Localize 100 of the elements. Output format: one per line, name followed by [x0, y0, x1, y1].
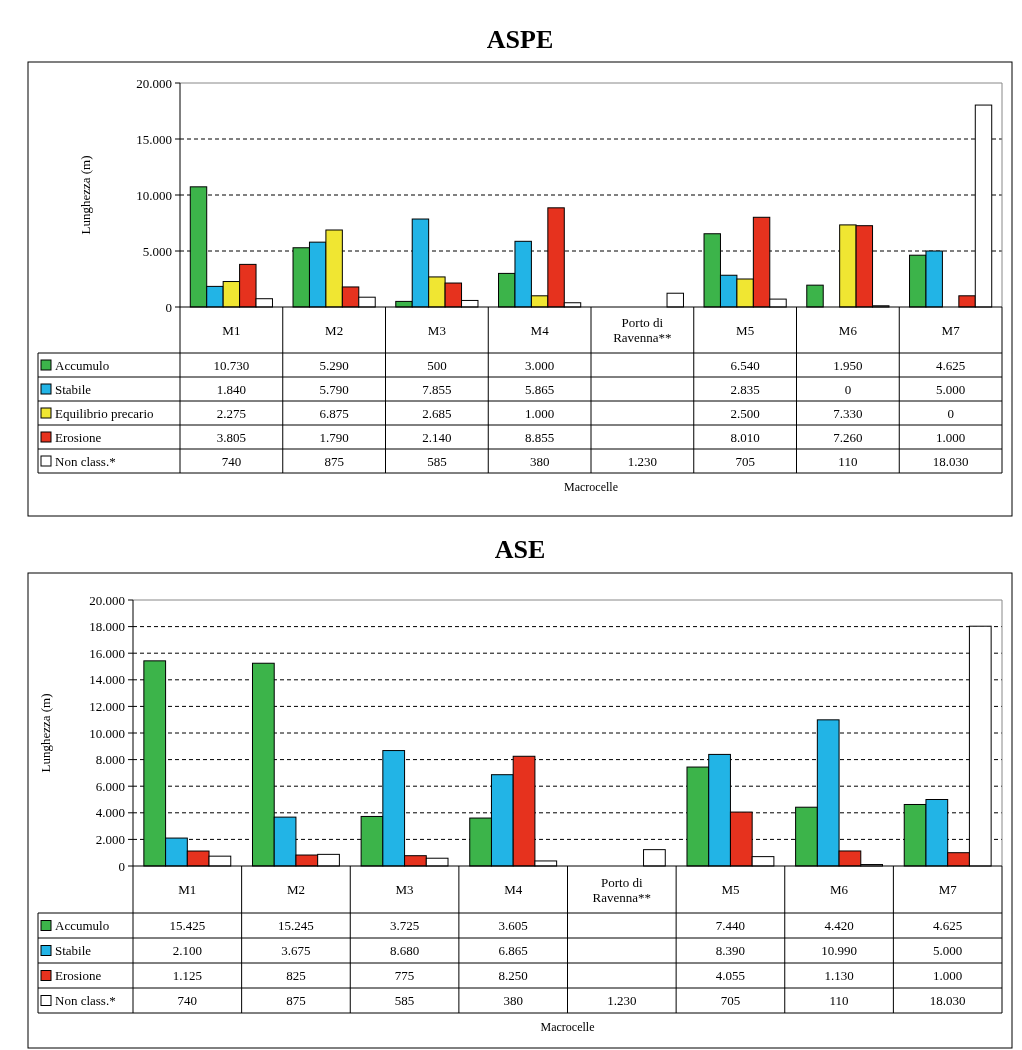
data-label: 4.420 — [824, 918, 854, 934]
data-label: 2.275 — [216, 405, 246, 421]
data-label: 0 — [947, 405, 954, 421]
legend-label: Non class.* — [55, 993, 116, 1009]
data-label: 1.125 — [172, 968, 202, 984]
x-tick-label: M4 — [530, 322, 550, 338]
data-label: 1.000 — [933, 968, 963, 984]
y-tick-label: 16.000 — [89, 645, 125, 661]
data-label: 2.500 — [730, 405, 760, 421]
data-label: 1.840 — [216, 381, 246, 397]
data-label: 8.855 — [525, 429, 555, 445]
y-tick-label: 0 — [118, 858, 125, 874]
y-tick-label: 15.000 — [136, 131, 172, 147]
legend-label: Accumulo — [55, 918, 110, 934]
data-label: 380 — [503, 993, 523, 1009]
y-axis-title: Lunghezza (m) — [78, 155, 93, 235]
data-label: 3.725 — [389, 918, 420, 934]
data-label: 6.875 — [319, 405, 349, 421]
x-tick-label: M7 — [941, 322, 961, 338]
data-label: 7.855 — [422, 381, 452, 397]
data-label: 7.440 — [715, 918, 746, 934]
data-label: 705 — [735, 453, 755, 469]
data-label: 1.000 — [936, 429, 966, 445]
data-label: 3.605 — [498, 918, 528, 934]
legend-label: Non class.* — [55, 453, 116, 469]
data-label: 7.330 — [833, 405, 863, 421]
legend-label: Erosione — [55, 968, 102, 984]
y-tick-label: 4.000 — [95, 805, 125, 821]
data-label: 740 — [221, 453, 242, 469]
data-label: 4.055 — [715, 968, 746, 984]
data-label: 6.540 — [730, 357, 760, 373]
legend-label: Erosione — [55, 429, 102, 445]
data-label: 1.790 — [319, 429, 349, 445]
chart-title: ASE — [494, 535, 546, 564]
data-label: 500 — [427, 357, 447, 373]
x-tick-label: M6 — [838, 322, 858, 338]
x-tick-label: Porto di Ravenna** — [592, 874, 652, 905]
data-label: 8.680 — [389, 943, 420, 959]
legend-label: Equilibrio precario — [55, 405, 154, 421]
data-label: 740 — [177, 993, 198, 1009]
x-tick-label: M3 — [427, 322, 446, 338]
x-tick-label: M1 — [178, 882, 197, 898]
y-tick-label: 20.000 — [136, 75, 172, 91]
data-label: 5.000 — [936, 381, 966, 397]
data-label: 5.290 — [319, 357, 349, 373]
x-tick-label: M5 — [736, 322, 755, 338]
data-label: 18.030 — [932, 453, 969, 469]
data-label: 4.625 — [933, 918, 963, 934]
data-label: 5.865 — [525, 381, 555, 397]
data-label: 825 — [286, 968, 306, 984]
x-tick-label: M1 — [222, 322, 241, 338]
data-label: 1.000 — [525, 405, 555, 421]
legend-label: Accumulo — [55, 357, 110, 373]
y-tick-label: 8.000 — [95, 752, 125, 768]
data-label: 5.000 — [933, 943, 963, 959]
legend-label: Stabile — [55, 381, 92, 397]
x-tick-label: M4 — [504, 882, 523, 898]
x-tick-label: M5 — [721, 882, 740, 898]
data-label: 5.790 — [319, 381, 349, 397]
y-tick-label: 12.000 — [89, 698, 125, 714]
data-label: 585 — [427, 453, 447, 469]
data-label: 3.805 — [216, 429, 246, 445]
y-tick-label: 6.000 — [95, 778, 125, 794]
y-tick-label: 10.000 — [136, 187, 172, 203]
data-label: 10.730 — [213, 357, 250, 373]
x-axis-title: Macrocelle — [540, 1020, 595, 1034]
data-label: 585 — [394, 993, 415, 1009]
data-label: 2.835 — [730, 381, 760, 397]
data-label: 110 — [838, 453, 858, 469]
data-label: 380 — [529, 453, 550, 469]
data-label: 875 — [286, 993, 306, 1009]
data-label: 1.130 — [824, 968, 854, 984]
chart-title: ASPE — [486, 25, 554, 54]
data-label: 8.250 — [498, 968, 528, 984]
y-tick-label: 0 — [165, 299, 172, 315]
data-label: 1.230 — [627, 453, 657, 469]
x-tick-label: M7 — [938, 882, 958, 898]
x-tick-label: M6 — [830, 882, 849, 898]
data-label: 110 — [829, 993, 849, 1009]
x-tick-label: M2 — [286, 882, 305, 898]
data-label: 2.140 — [422, 429, 452, 445]
y-tick-label: 5.000 — [142, 243, 172, 259]
data-label: 6.865 — [498, 943, 528, 959]
y-tick-label: 18.000 — [89, 619, 125, 635]
y-tick-label: 14.000 — [89, 672, 125, 688]
data-label: 8.010 — [730, 429, 760, 445]
data-label: 15.425 — [169, 918, 206, 934]
data-label: 7.260 — [833, 429, 863, 445]
data-label: 1.950 — [833, 357, 863, 373]
data-label: 3.000 — [525, 357, 555, 373]
y-tick-label: 2.000 — [95, 831, 125, 847]
legend-label: Stabile — [55, 943, 92, 959]
y-axis-title: Lunghezza (m) — [38, 693, 53, 773]
data-label: 4.625 — [936, 357, 966, 373]
x-tick-label: Porto di Ravenna** — [613, 315, 672, 346]
data-label: 8.390 — [715, 943, 746, 959]
data-label: 875 — [324, 453, 344, 469]
data-label: 2.685 — [422, 405, 452, 421]
y-tick-label: 20.000 — [89, 592, 125, 608]
x-tick-label: M2 — [325, 322, 344, 338]
